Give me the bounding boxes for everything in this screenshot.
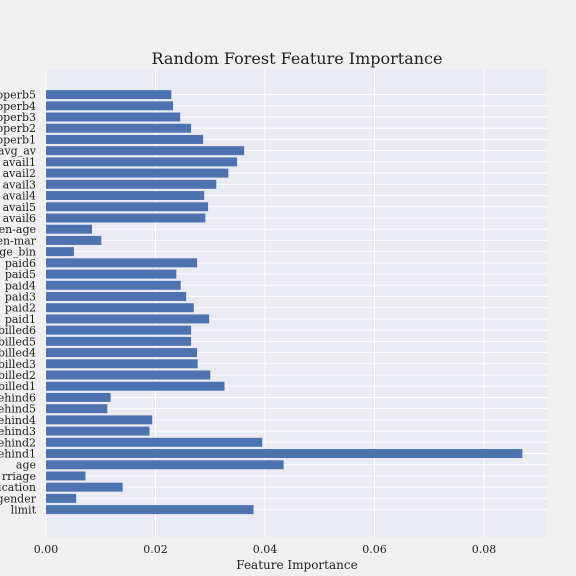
- y-tick-label: pperb2: [0, 122, 36, 135]
- chart-title: Random Forest Feature Importance: [152, 49, 443, 68]
- bar: [46, 426, 150, 436]
- y-tick-label: ucation: [0, 481, 36, 494]
- bar: [46, 213, 206, 223]
- y-tick-label: ehind1: [0, 448, 36, 461]
- bars: [46, 90, 523, 515]
- y-tick-label: avail3: [3, 178, 36, 191]
- y-tick-label: ehind4: [0, 414, 36, 427]
- bar: [46, 235, 102, 245]
- y-tick-label: paid4: [5, 279, 36, 292]
- y-tick-label: billed2: [0, 369, 36, 382]
- y-tick-label: billed4: [0, 347, 36, 360]
- y-tick-label: en-age: [0, 223, 36, 236]
- y-tick-label: avail6: [3, 212, 36, 225]
- bar: [46, 415, 153, 425]
- y-tick-label: en-mar: [0, 234, 37, 247]
- bar: [46, 247, 74, 257]
- bar: [46, 325, 192, 335]
- y-tick-label: billed6: [0, 324, 36, 337]
- y-tick-label: paid3: [5, 290, 36, 303]
- bar: [46, 359, 198, 369]
- bar: [46, 505, 254, 515]
- bar: [46, 179, 217, 189]
- bar: [46, 348, 198, 358]
- y-tick-label: avail4: [3, 190, 36, 203]
- y-tick-label: pperb5: [0, 89, 36, 102]
- bar: [46, 471, 86, 481]
- y-tick-label: paid6: [5, 257, 36, 270]
- x-tick-label: 0.00: [34, 543, 59, 556]
- y-tick-label: billed1: [0, 380, 36, 393]
- x-tick-label: 0.08: [472, 543, 497, 556]
- bar: [46, 404, 108, 414]
- bar: [46, 336, 192, 346]
- y-tick-label: paid2: [5, 302, 36, 315]
- bar: [46, 269, 177, 279]
- bar: [46, 314, 210, 324]
- y-tick-label: billed5: [0, 335, 36, 348]
- y-tick-label: ehind6: [0, 391, 36, 404]
- bar: [46, 303, 194, 313]
- y-tick-label: ehind5: [0, 403, 36, 416]
- y-tick-label: paid5: [5, 268, 36, 281]
- y-tick-label: paid1: [5, 313, 36, 326]
- y-tick-label: pperb4: [0, 100, 36, 113]
- bar: [46, 112, 181, 122]
- y-tick-label: pperb1: [0, 133, 36, 146]
- bar: [46, 157, 238, 167]
- y-tick-label: limit: [11, 504, 37, 517]
- bar: [46, 292, 187, 301]
- y-tick-label: age: [16, 459, 36, 472]
- bar: [46, 381, 225, 391]
- x-tick-labels: 0.00 0.02 0.04 0.06 0.08: [34, 543, 497, 556]
- y-tick-label: ehind3: [0, 425, 36, 438]
- y-tick-label: avg_av: [0, 145, 37, 158]
- bar: [46, 460, 284, 470]
- y-tick-labels: limitgenderucationrriageageehind1ehind2e…: [0, 89, 37, 517]
- x-tick-label: 0.06: [362, 543, 387, 556]
- bar: [46, 392, 111, 402]
- y-tick-label: avail5: [3, 201, 36, 214]
- y-tick-label: pperb3: [0, 111, 36, 124]
- bar: [46, 146, 245, 156]
- bar: [46, 449, 523, 459]
- y-tick-label: ehind2: [0, 436, 36, 449]
- bar: [46, 258, 198, 268]
- x-tick-label: 0.04: [253, 543, 278, 556]
- x-axis-label: Feature Importance: [236, 558, 357, 572]
- bar: [46, 202, 209, 212]
- bar: [46, 370, 211, 380]
- bar: [46, 101, 174, 111]
- bar: [46, 493, 77, 503]
- y-tick-label: rriage: [2, 470, 36, 483]
- y-tick-label: ge_bin: [0, 246, 36, 259]
- y-tick-label: billed3: [0, 358, 36, 371]
- bar: [46, 482, 123, 492]
- bar: [46, 123, 192, 133]
- y-tick-label: gender: [0, 492, 37, 505]
- bar: [46, 280, 181, 290]
- bar: [46, 90, 172, 100]
- bar: [46, 168, 229, 178]
- bar: [46, 134, 204, 144]
- y-tick-label: avail1: [3, 156, 36, 169]
- bar: [46, 191, 205, 201]
- bar: [46, 224, 92, 234]
- x-tick-label: 0.02: [143, 543, 168, 556]
- bar: [46, 437, 263, 447]
- y-tick-label: avail2: [3, 167, 36, 180]
